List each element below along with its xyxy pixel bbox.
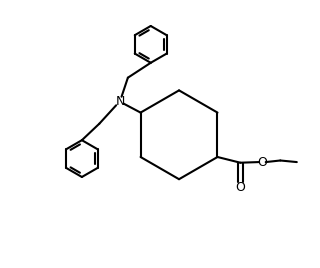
Text: O: O [257, 156, 267, 169]
Text: N: N [115, 95, 125, 108]
Text: O: O [236, 181, 245, 194]
